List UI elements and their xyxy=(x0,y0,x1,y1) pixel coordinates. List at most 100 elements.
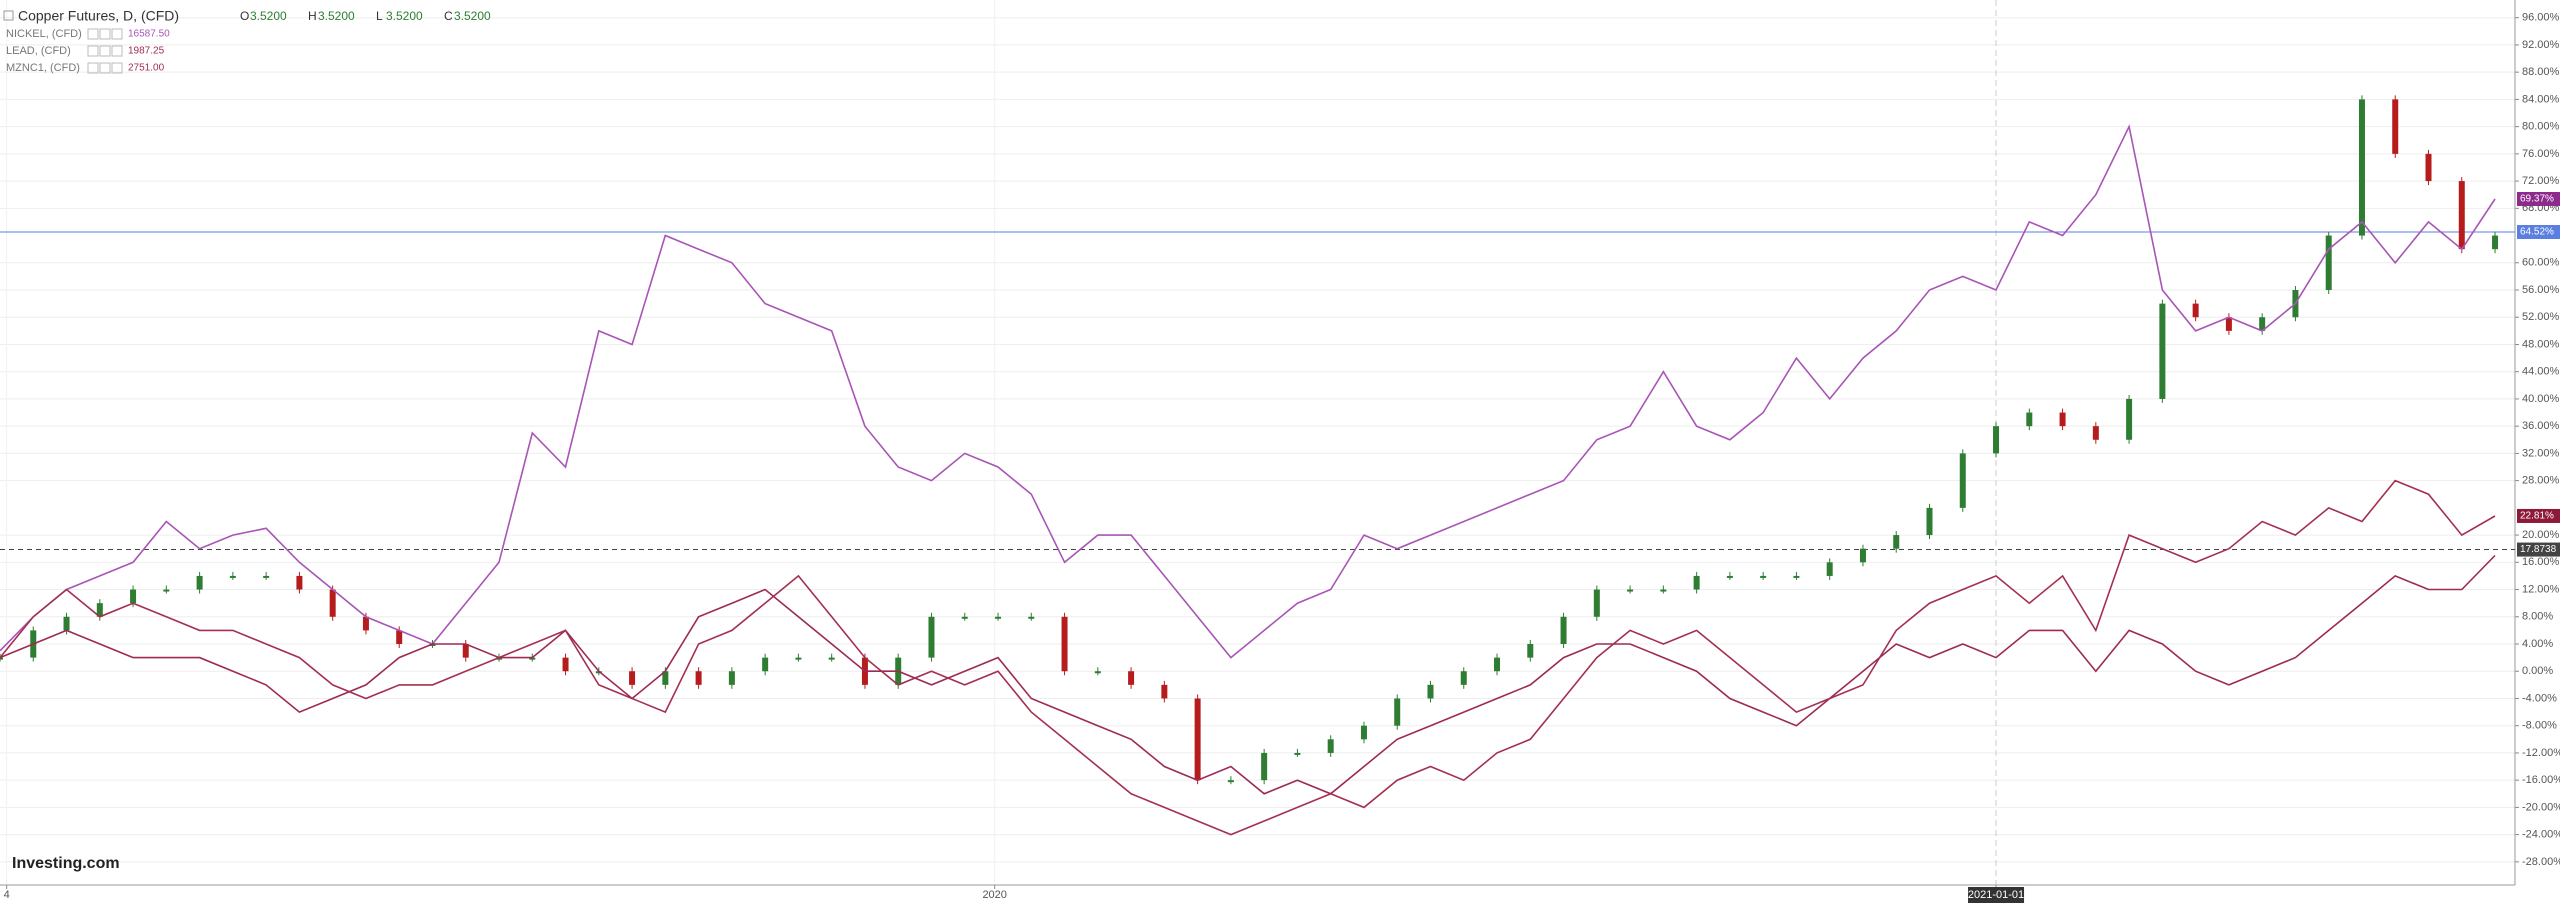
candle xyxy=(1527,644,1534,658)
candle xyxy=(1294,752,1301,755)
candle xyxy=(1227,780,1234,783)
candle xyxy=(2026,412,2033,427)
y-tick-label: 0.00% xyxy=(2522,665,2553,677)
y-tick-label: 16.00% xyxy=(2522,556,2560,568)
y-tick-label: -28.00% xyxy=(2522,856,2560,868)
legend-value: 1987.25 xyxy=(128,46,165,57)
candle xyxy=(1360,725,1367,740)
candle xyxy=(462,644,469,658)
candle xyxy=(1627,589,1634,592)
y-tick-label: 84.00% xyxy=(2522,93,2560,105)
candle xyxy=(1094,671,1101,674)
axis-badge xyxy=(2517,225,2560,240)
y-tick-label: 28.00% xyxy=(2522,475,2560,487)
legend-icon xyxy=(99,62,111,74)
candle xyxy=(828,657,835,660)
candle xyxy=(1726,575,1733,578)
y-tick-label: -20.00% xyxy=(2522,801,2560,813)
candle xyxy=(695,671,702,685)
axis-badge xyxy=(2517,191,2560,206)
y-tick-label: -16.00% xyxy=(2522,774,2560,786)
legend-value: 16587.50 xyxy=(128,29,170,40)
candles xyxy=(0,95,2499,785)
candle xyxy=(2358,99,2365,236)
legend-icon xyxy=(87,62,99,74)
ohlc-label: H xyxy=(308,9,317,23)
legend-icon xyxy=(111,62,123,74)
candle xyxy=(1028,616,1035,619)
axis-badge-label: 69.37% xyxy=(2520,194,2554,205)
axis-badge-label: 17.8738 xyxy=(2520,544,2557,555)
candle xyxy=(496,657,503,660)
chart-title: Copper Futures, D, (CFD) xyxy=(18,8,179,24)
legend-icon xyxy=(87,45,99,57)
y-tick-label: 36.00% xyxy=(2522,420,2560,432)
candle xyxy=(1261,752,1268,781)
ohlc-label: L xyxy=(376,9,383,23)
y-tick-label: 20.00% xyxy=(2522,529,2560,541)
ohlc-value: 3.5200 xyxy=(250,9,287,23)
candle xyxy=(429,644,436,647)
axis-badge-label: 64.52% xyxy=(2520,227,2554,238)
axis-badge xyxy=(2517,508,2560,523)
candle xyxy=(1926,507,1933,536)
candle xyxy=(0,657,3,660)
ohlc-value: 3.5200 xyxy=(386,9,423,23)
candle xyxy=(1760,575,1767,578)
candle xyxy=(1194,698,1201,781)
candle xyxy=(2126,398,2133,440)
candle xyxy=(1660,589,1667,592)
candle xyxy=(629,671,636,685)
candle xyxy=(2492,235,2499,250)
candle xyxy=(1494,657,1501,672)
candle xyxy=(2192,303,2199,318)
legend-icon xyxy=(111,28,123,40)
candle xyxy=(529,657,536,660)
candle xyxy=(1128,671,1135,685)
legend-icon xyxy=(111,45,123,57)
candle xyxy=(2425,153,2432,182)
candle xyxy=(762,657,769,672)
candle xyxy=(296,575,303,590)
plot-area xyxy=(0,0,2515,885)
candle xyxy=(1793,575,1800,578)
candle xyxy=(2225,317,2232,331)
candle xyxy=(728,671,735,685)
legend-name: LEAD, (CFD) xyxy=(6,45,71,57)
y-tick-label: 88.00% xyxy=(2522,66,2560,78)
legend-icon xyxy=(99,28,111,40)
y-tick-label: 56.00% xyxy=(2522,284,2560,296)
candle xyxy=(928,616,935,658)
y-tick-label: 44.00% xyxy=(2522,366,2560,378)
candle xyxy=(196,575,203,590)
y-tick-label: 12.00% xyxy=(2522,583,2560,595)
candle xyxy=(96,603,103,617)
candle xyxy=(1893,535,1900,549)
candle xyxy=(961,616,968,619)
candle xyxy=(562,657,569,672)
ohlc-label: C xyxy=(444,9,453,23)
series-line xyxy=(0,554,2496,795)
legend: Copper Futures, D, (CFD) O 3.5200 H 3.5200 L 3… xyxy=(3,8,491,74)
candle xyxy=(1959,453,1966,508)
candle xyxy=(1460,671,1467,685)
y-tick-label: 72.00% xyxy=(2522,175,2560,187)
series-line xyxy=(0,479,2496,836)
y-tick-label: 32.00% xyxy=(2522,447,2560,459)
ohlc-value: 3.5200 xyxy=(318,9,355,23)
series-line xyxy=(0,124,2496,659)
y-tick-label: 52.00% xyxy=(2522,311,2560,323)
candle xyxy=(1693,575,1700,590)
candle xyxy=(2392,99,2399,154)
x-tick-label-bg xyxy=(1968,887,2025,903)
candle xyxy=(63,616,70,631)
candle xyxy=(1560,616,1567,645)
candle xyxy=(1327,739,1334,753)
candle xyxy=(2259,317,2266,331)
candle xyxy=(2092,426,2099,440)
candle xyxy=(2159,303,2166,399)
legend-icon xyxy=(99,45,111,57)
y-tick-label: -8.00% xyxy=(2522,720,2557,732)
